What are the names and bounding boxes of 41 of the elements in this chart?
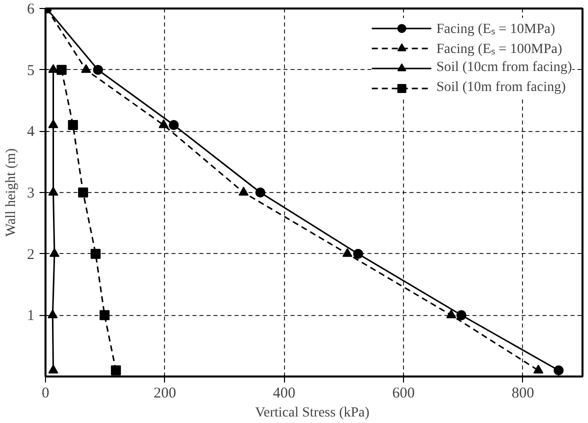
x-tick-label: 800 — [512, 386, 534, 402]
point — [168, 120, 179, 130]
point — [48, 186, 58, 196]
point — [110, 365, 121, 376]
point — [48, 309, 58, 318]
y-tick-label: 3 — [27, 186, 34, 202]
y-tick-label: 1 — [27, 308, 34, 324]
point — [255, 188, 266, 198]
point — [48, 119, 58, 128]
y-tick-label: 5 — [27, 62, 34, 79]
point — [158, 119, 169, 128]
point — [342, 248, 352, 257]
point — [533, 364, 544, 374]
point — [446, 309, 456, 318]
point — [49, 248, 60, 257]
point — [81, 64, 92, 73]
x-axis-title: Vertical Stress (kPa) — [255, 406, 370, 420]
point — [48, 64, 58, 73]
x-tick-label: 200 — [154, 386, 176, 402]
legend-label: Facing (Eₛ = 10MPa) — [436, 21, 556, 38]
point — [68, 120, 78, 130]
point — [90, 248, 101, 259]
point — [353, 248, 364, 259]
x-tick-label: 600 — [392, 386, 415, 402]
point — [100, 310, 110, 320]
point — [93, 64, 104, 75]
y-tick-label: 2 — [27, 246, 34, 263]
point — [238, 186, 249, 196]
legend-label: Soil (10m from facing) — [436, 80, 566, 96]
point — [554, 365, 564, 376]
point — [78, 188, 88, 198]
y-axis-title: Wall height (m) — [4, 148, 19, 237]
x-tick-label: 0 — [42, 386, 50, 402]
legend-label: Soil (10cm from facing) — [436, 60, 572, 76]
point — [456, 310, 466, 320]
x-tick-label: 400 — [272, 386, 296, 402]
point — [56, 64, 67, 75]
y-tick-label: 4 — [27, 124, 35, 140]
point — [48, 364, 58, 374]
y-tick-label: 6 — [27, 2, 35, 18]
legend-label: Facing (Eₛ = 100MPa) — [436, 41, 562, 58]
